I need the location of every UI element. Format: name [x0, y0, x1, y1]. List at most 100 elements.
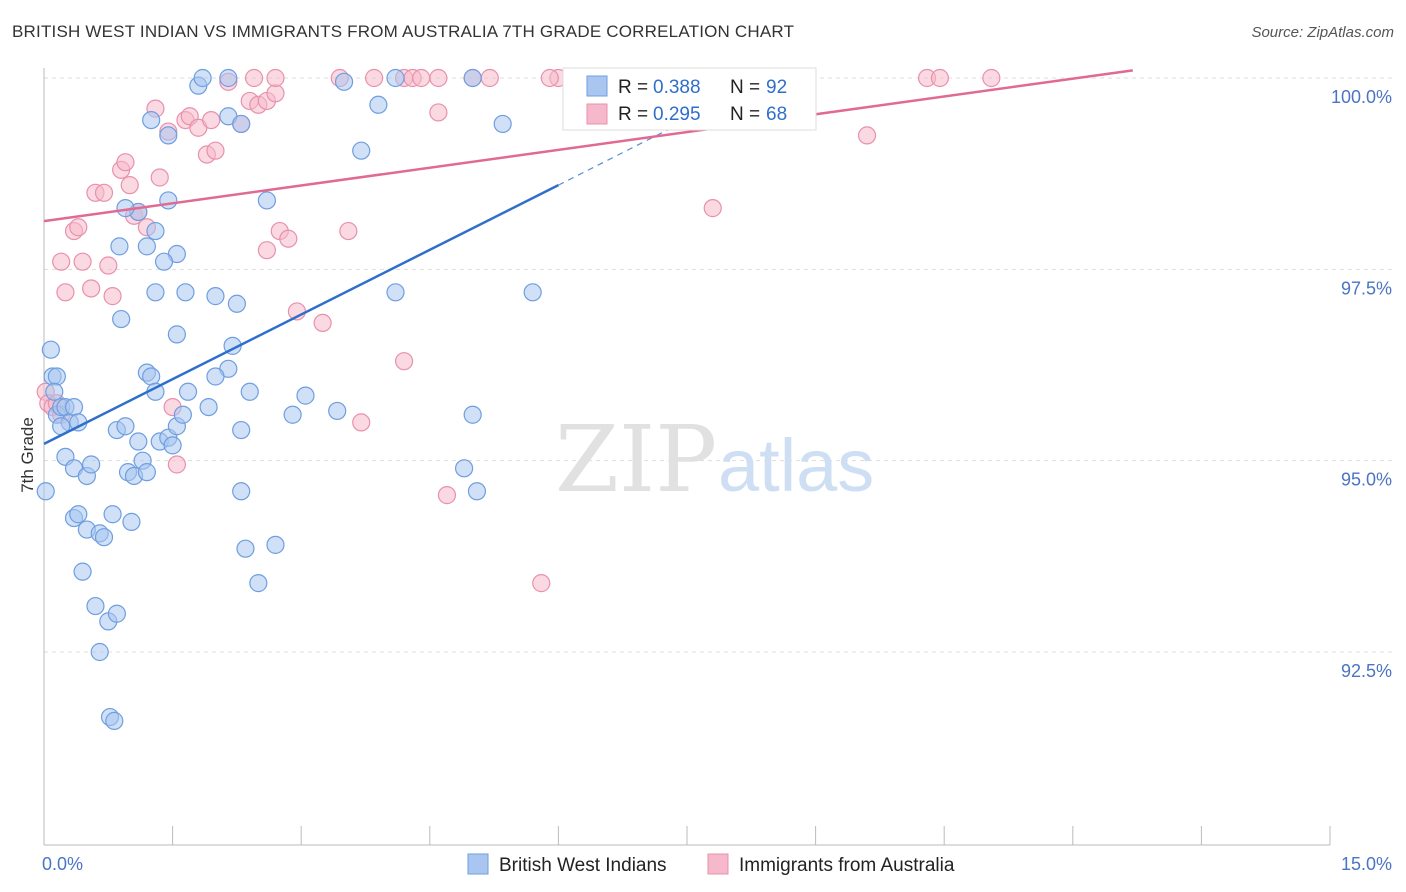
pink-point-17 [120, 176, 139, 195]
blue-point-50 [240, 382, 259, 401]
blue-point-1 [41, 340, 60, 359]
blue-point-0 [36, 482, 55, 501]
blue-point-37 [142, 367, 161, 386]
y-tick-label-0: 100.0% [1331, 87, 1392, 107]
watermark: ZIP atlas [555, 406, 874, 513]
pink-point-55 [167, 455, 186, 474]
blue-point-62 [523, 283, 542, 302]
blue-point-79 [206, 367, 225, 386]
blue-point-23 [86, 596, 105, 616]
pink-point-43 [394, 352, 414, 371]
pink-point-14 [103, 287, 122, 306]
pink-point-9 [73, 252, 92, 271]
pink-point-60 [364, 68, 384, 88]
pink-point-58 [266, 68, 285, 88]
y-axis-title: 7th Grade [18, 417, 37, 493]
blue-point-49 [232, 420, 251, 440]
watermark-atlas: atlas [718, 424, 874, 507]
blue-point-58 [386, 283, 405, 302]
trendline-blue [43, 184, 559, 445]
blue-point-54 [266, 535, 285, 554]
blue-point-53 [249, 574, 268, 593]
blue-point-91 [493, 114, 512, 134]
trendlines [43, 69, 1133, 445]
pink-point-50 [703, 199, 722, 218]
pink-point-22 [150, 168, 169, 187]
pink-point-36 [266, 84, 285, 103]
blue-point-35 [137, 463, 156, 482]
blue-point-70 [146, 221, 165, 241]
blue-point-61 [467, 482, 487, 501]
blue-point-87 [232, 114, 251, 134]
pink-point-42 [352, 413, 371, 432]
blue-point-90 [463, 68, 482, 88]
blue-point-3 [47, 367, 66, 386]
x-tick-label-left: 0.0% [42, 854, 83, 874]
blue-point-28 [105, 711, 124, 730]
blue-point-81 [142, 110, 161, 130]
blue-point-44 [173, 405, 192, 424]
pink-point-12 [94, 183, 114, 202]
pink-point-47 [532, 574, 551, 593]
pink-point-38 [279, 229, 298, 248]
blue-point-63 [352, 141, 371, 160]
pink-point-45 [437, 486, 457, 505]
blue-point-60 [454, 459, 474, 478]
blue-point-65 [257, 191, 277, 210]
blue-point-56 [296, 386, 315, 405]
pink-point-29 [206, 141, 225, 160]
source-label: Source: ZipAtlas.com [1251, 24, 1394, 41]
stats-r-value-blue: 0.388 [653, 77, 701, 98]
blue-point-72 [154, 252, 174, 271]
pink-point-66 [540, 68, 559, 88]
y-tick-labels: 100.0% 97.5% 95.0% 92.5% [1331, 87, 1392, 681]
stats-n-label-pink: N = [730, 104, 760, 125]
blue-point-10 [64, 397, 84, 417]
blue-point-74 [146, 283, 165, 302]
blue-point-42 [163, 436, 182, 455]
pink-point-41 [339, 221, 358, 241]
legend-label-british-west-indians: British West Indians [499, 855, 667, 876]
pink-point-6 [56, 283, 75, 302]
y-tick-label-3: 92.5% [1341, 661, 1392, 681]
legend-swatch-blue [467, 853, 489, 875]
blue-point-45 [178, 382, 198, 401]
pink-point-28 [202, 110, 221, 130]
pink-point-64 [429, 68, 448, 88]
blue-point-78 [167, 325, 186, 344]
blue-point-88 [334, 72, 354, 91]
stats-swatch-blue [586, 75, 608, 97]
blue-point-21 [103, 505, 122, 524]
pink-point-51 [857, 126, 877, 145]
blue-point-89 [386, 68, 405, 88]
blue-point-69 [110, 237, 129, 256]
axes [43, 68, 1331, 846]
pink-point-53 [930, 68, 950, 88]
trendline-pink [43, 69, 1133, 223]
pink-point-13 [99, 256, 118, 275]
x-tick-label-right: 15.0% [1341, 854, 1392, 874]
blue-point-52 [236, 539, 255, 558]
blue-point-15 [82, 455, 101, 474]
stats-swatch-pink [586, 103, 608, 125]
stats-n-value-pink: 68 [766, 104, 787, 125]
blue-point-85 [193, 68, 212, 88]
bottom-legend: British West Indians Immigrants from Aus… [467, 853, 955, 876]
blue-point-43 [122, 512, 141, 531]
blue-point-17 [69, 505, 88, 524]
pink-point-16 [116, 153, 135, 172]
pink-point-35 [257, 241, 277, 260]
blue-point-86 [219, 68, 238, 88]
blue-point-51 [232, 482, 251, 501]
blue-point-30 [116, 417, 135, 436]
grid-lines [44, 77, 1392, 653]
pink-point-5 [52, 252, 71, 271]
pink-point-44 [429, 103, 448, 122]
watermark-zip: ZIP [555, 406, 717, 513]
blue-point-82 [159, 126, 178, 145]
blue-point-77 [227, 294, 246, 313]
stats-r-label-pink: R = [618, 104, 648, 125]
blue-point-66 [159, 191, 178, 210]
y-tick-label-2: 95.0% [1341, 470, 1392, 490]
